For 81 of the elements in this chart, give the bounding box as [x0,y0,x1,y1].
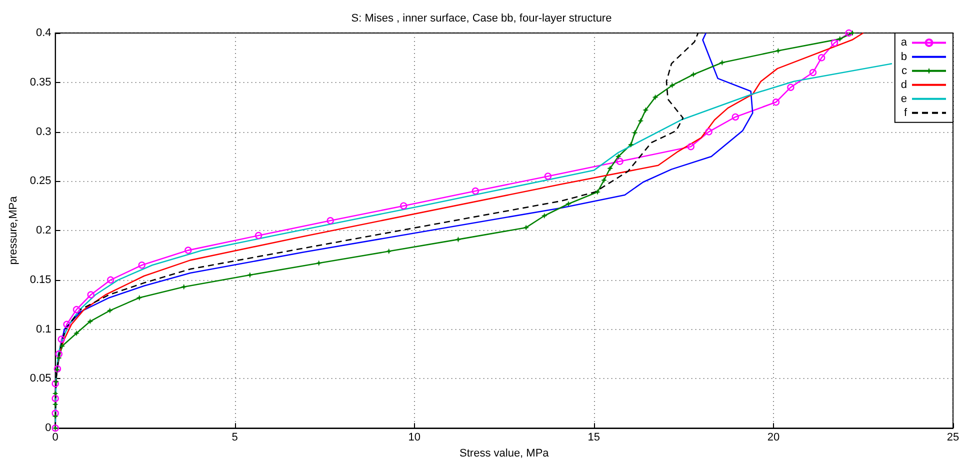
point [616,158,624,166]
point [775,48,782,54]
point [386,248,392,254]
point [52,390,58,397]
point [59,343,66,350]
point [326,217,334,224]
legend-label: f [904,106,908,119]
point [836,36,843,42]
legend-label: b [900,50,907,63]
point [72,306,80,314]
point [772,98,780,106]
point [254,232,262,240]
point [52,394,59,402]
point [184,246,192,254]
x-tick-label: 25 [946,432,960,444]
y-tick-label: 0 [45,422,52,434]
point [607,165,614,172]
point [53,378,60,385]
x-tick-label: 5 [232,432,238,444]
point [136,294,142,301]
point [63,320,70,328]
point [705,128,712,136]
point [652,94,658,100]
point [52,413,58,420]
point [615,153,622,160]
y-tick-label: 0.35 [30,76,52,88]
y-axis-title: pressure,MPa [8,195,20,265]
y-tick-label: 0.2 [36,224,52,237]
point [58,336,66,343]
legend-label: a [900,36,908,49]
point [87,318,94,324]
point [472,187,480,195]
point [565,200,572,207]
point [818,54,826,62]
point [400,202,408,210]
point [849,30,856,36]
point [455,236,462,242]
point [52,401,58,408]
point [523,224,530,231]
x-axis-title: Stress value, MPa [460,448,550,460]
point [732,113,739,121]
y-tick-label: 0.3 [36,126,52,138]
legend-label: e [900,92,907,105]
point [106,308,113,314]
point [56,354,62,361]
point [787,84,794,91]
point [544,172,552,180]
y-tick-label: 0.15 [30,274,52,286]
point [687,142,694,150]
point [246,272,253,278]
y-tick-label: 0.05 [30,372,52,385]
point [719,60,726,66]
legend-label: c [902,64,908,77]
legend-label: d [900,78,907,91]
point [52,380,59,388]
chart-title: S: Mises , inner surface, Case bb, four-layer structure [351,12,612,24]
x-tick-label: 20 [767,432,780,444]
x-tick-label: 10 [408,432,421,444]
point [669,82,676,88]
point [73,330,80,336]
y-tick-label: 0.1 [36,323,52,336]
y-tick-label: 0.25 [30,175,52,188]
point [830,39,838,46]
y-tick-label: 0.4 [36,27,52,39]
point [52,410,59,417]
point [632,130,638,136]
point [628,142,634,148]
point [594,189,601,196]
point [180,284,187,290]
point [316,260,322,266]
point [541,212,548,219]
point [107,276,114,284]
point [138,262,146,269]
point [638,118,644,124]
point [600,177,607,184]
point [642,107,649,114]
point [809,68,817,76]
point [55,350,62,358]
x-tick-label: 15 [588,432,600,444]
point [690,71,696,78]
point [87,291,94,298]
